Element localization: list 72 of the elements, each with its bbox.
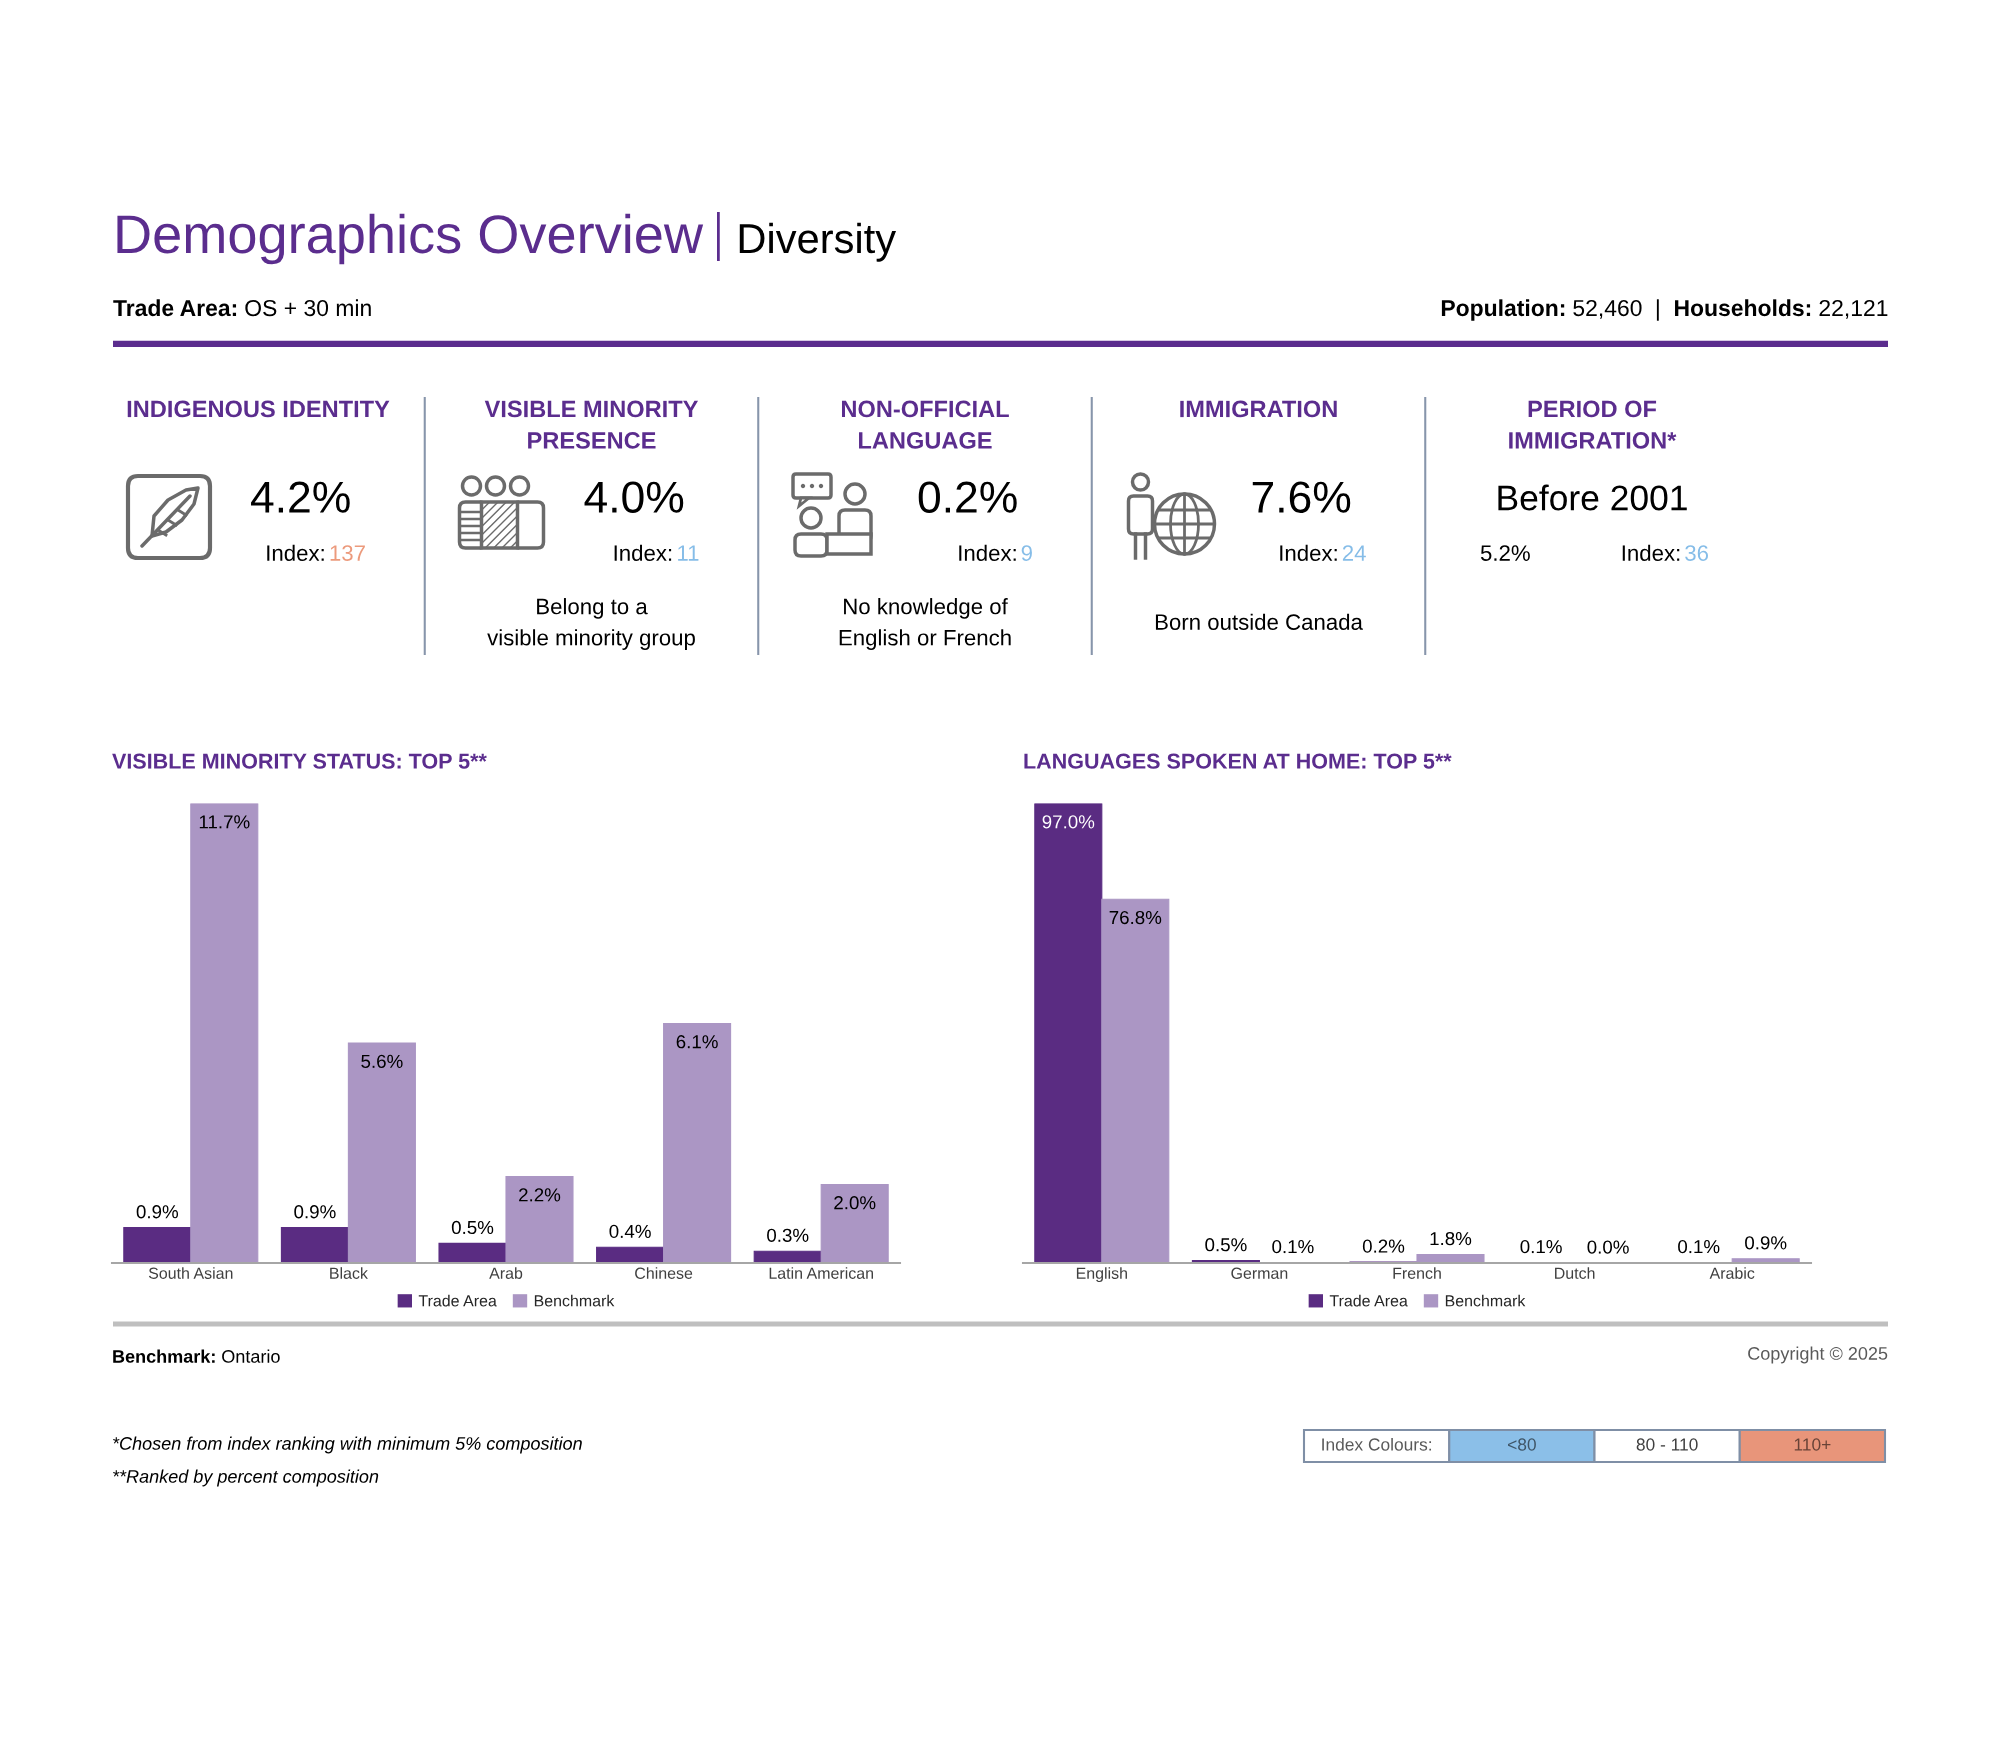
text: Index: bbox=[267, 544, 324, 561]
data-label: 5.6% bbox=[361, 1054, 403, 1068]
text: Trade Area: OS + 30 min bbox=[113, 299, 371, 317]
text: Index: bbox=[959, 544, 1016, 561]
data-label: 0.0% bbox=[1587, 1240, 1629, 1254]
data-label: 5.2% bbox=[1480, 545, 1530, 561]
x-tick-label: English bbox=[1076, 1267, 1127, 1283]
data-label: 0.2% bbox=[918, 481, 1017, 513]
data-label: 4.2% bbox=[251, 481, 350, 513]
x-tick-label: Arabic bbox=[1709, 1267, 1755, 1279]
x-tick-label: Chinese bbox=[635, 1267, 693, 1279]
data-label: 0.1% bbox=[1272, 1239, 1314, 1254]
chart-title: VISIBLE MINORITY STATUS: TOP 5** bbox=[112, 753, 487, 769]
text: Born outside Canada bbox=[1155, 613, 1363, 630]
text: Index: bbox=[1280, 544, 1337, 561]
data-label: 11.7% bbox=[199, 815, 250, 829]
category-label: <80 bbox=[1508, 1438, 1536, 1451]
legend-label: Benchmark bbox=[534, 1294, 615, 1307]
legend-label: Benchmark bbox=[1445, 1294, 1526, 1307]
text: Diversity bbox=[739, 222, 897, 262]
x-tick-label: Arab bbox=[489, 1267, 523, 1279]
x-tick-label: Dutch bbox=[1555, 1267, 1595, 1279]
text: *Chosen from index ranking with minimum 5% composition bbox=[113, 1436, 582, 1454]
category-label: PERIOD OF IMMIGRATION* bbox=[1509, 400, 1677, 449]
x-tick-label: South Asian bbox=[148, 1267, 233, 1279]
text: Copyright © 2025 bbox=[1748, 1346, 1888, 1364]
text: Before 2001 bbox=[1498, 484, 1687, 511]
data-label: 0.3% bbox=[767, 1228, 809, 1242]
text: Belong to a visible minority group bbox=[487, 598, 695, 650]
data-label: 0.9% bbox=[136, 1205, 179, 1219]
data-label: 36 bbox=[1685, 545, 1709, 561]
data-label: 11 bbox=[678, 545, 699, 561]
text: Population: 52,460 | Households: 22,121 bbox=[1441, 299, 1888, 321]
data-label: 0.9% bbox=[1745, 1236, 1787, 1250]
data-label: 0.1% bbox=[1678, 1239, 1720, 1254]
text: Index: bbox=[614, 544, 672, 561]
category-label: NON-OFFICIAL LANGUAGE bbox=[841, 400, 1009, 449]
category-label: IMMIGRATION bbox=[1180, 400, 1337, 418]
data-label: 137 bbox=[330, 545, 365, 561]
data-label: 6.1% bbox=[676, 1035, 718, 1049]
x-tick-label: Black bbox=[330, 1267, 368, 1279]
text: Index Colours: bbox=[1322, 1437, 1432, 1451]
category-label: VISIBLE MINORITY PRESENCE bbox=[484, 400, 699, 449]
category-label: INDIGENOUS IDENTITY bbox=[127, 400, 390, 418]
text: Demographics Overview bbox=[117, 213, 704, 265]
data-label: 24 bbox=[1342, 545, 1366, 561]
data-label: 2.0% bbox=[834, 1196, 876, 1210]
category-label: 110+ bbox=[1794, 1438, 1831, 1451]
category-label: 80 - 110 bbox=[1636, 1438, 1698, 1451]
legend-label: Trade Area bbox=[418, 1294, 497, 1307]
data-label: 1.8% bbox=[1430, 1231, 1472, 1246]
text: Benchmark: Ontario bbox=[113, 1349, 280, 1363]
data-label: 97.0% bbox=[1042, 815, 1095, 829]
x-tick-label: German bbox=[1231, 1267, 1288, 1279]
data-label: 2.2% bbox=[519, 1188, 561, 1202]
data-label: 0.9% bbox=[294, 1205, 336, 1219]
text: **Ranked by percent composition bbox=[113, 1469, 379, 1487]
data-label: 76.8% bbox=[1109, 910, 1162, 925]
legend-label: Trade Area bbox=[1329, 1294, 1408, 1307]
data-label: 0.1% bbox=[1520, 1239, 1562, 1254]
text: Index: bbox=[1622, 544, 1680, 561]
data-label: 0.2% bbox=[1362, 1239, 1405, 1253]
data-label: 0.5% bbox=[1205, 1238, 1247, 1252]
data-label: 9 bbox=[1021, 545, 1032, 561]
chart-title: LANGUAGES SPOKEN AT HOME: TOP 5** bbox=[1024, 753, 1452, 769]
data-label: 0.4% bbox=[609, 1224, 651, 1239]
data-label: 7.6% bbox=[1252, 481, 1351, 513]
x-tick-label: French bbox=[1393, 1267, 1441, 1279]
text: No knowledge of English or French bbox=[839, 598, 1011, 650]
x-tick-label: Latin American bbox=[769, 1267, 873, 1279]
data-label: 4.0% bbox=[584, 481, 684, 513]
data-label: 0.5% bbox=[451, 1220, 494, 1235]
